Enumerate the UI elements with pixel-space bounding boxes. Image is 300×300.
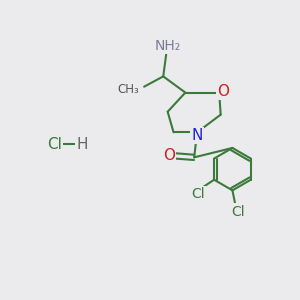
Text: Cl: Cl	[191, 188, 205, 202]
Text: CH₃: CH₃	[117, 82, 139, 95]
Text: N: N	[191, 128, 203, 143]
Text: NH₂: NH₂	[154, 39, 181, 53]
Text: H: H	[76, 136, 88, 152]
Text: Cl: Cl	[232, 205, 245, 218]
Text: Cl: Cl	[47, 136, 62, 152]
Text: O: O	[163, 148, 175, 164]
Text: O: O	[218, 84, 230, 99]
